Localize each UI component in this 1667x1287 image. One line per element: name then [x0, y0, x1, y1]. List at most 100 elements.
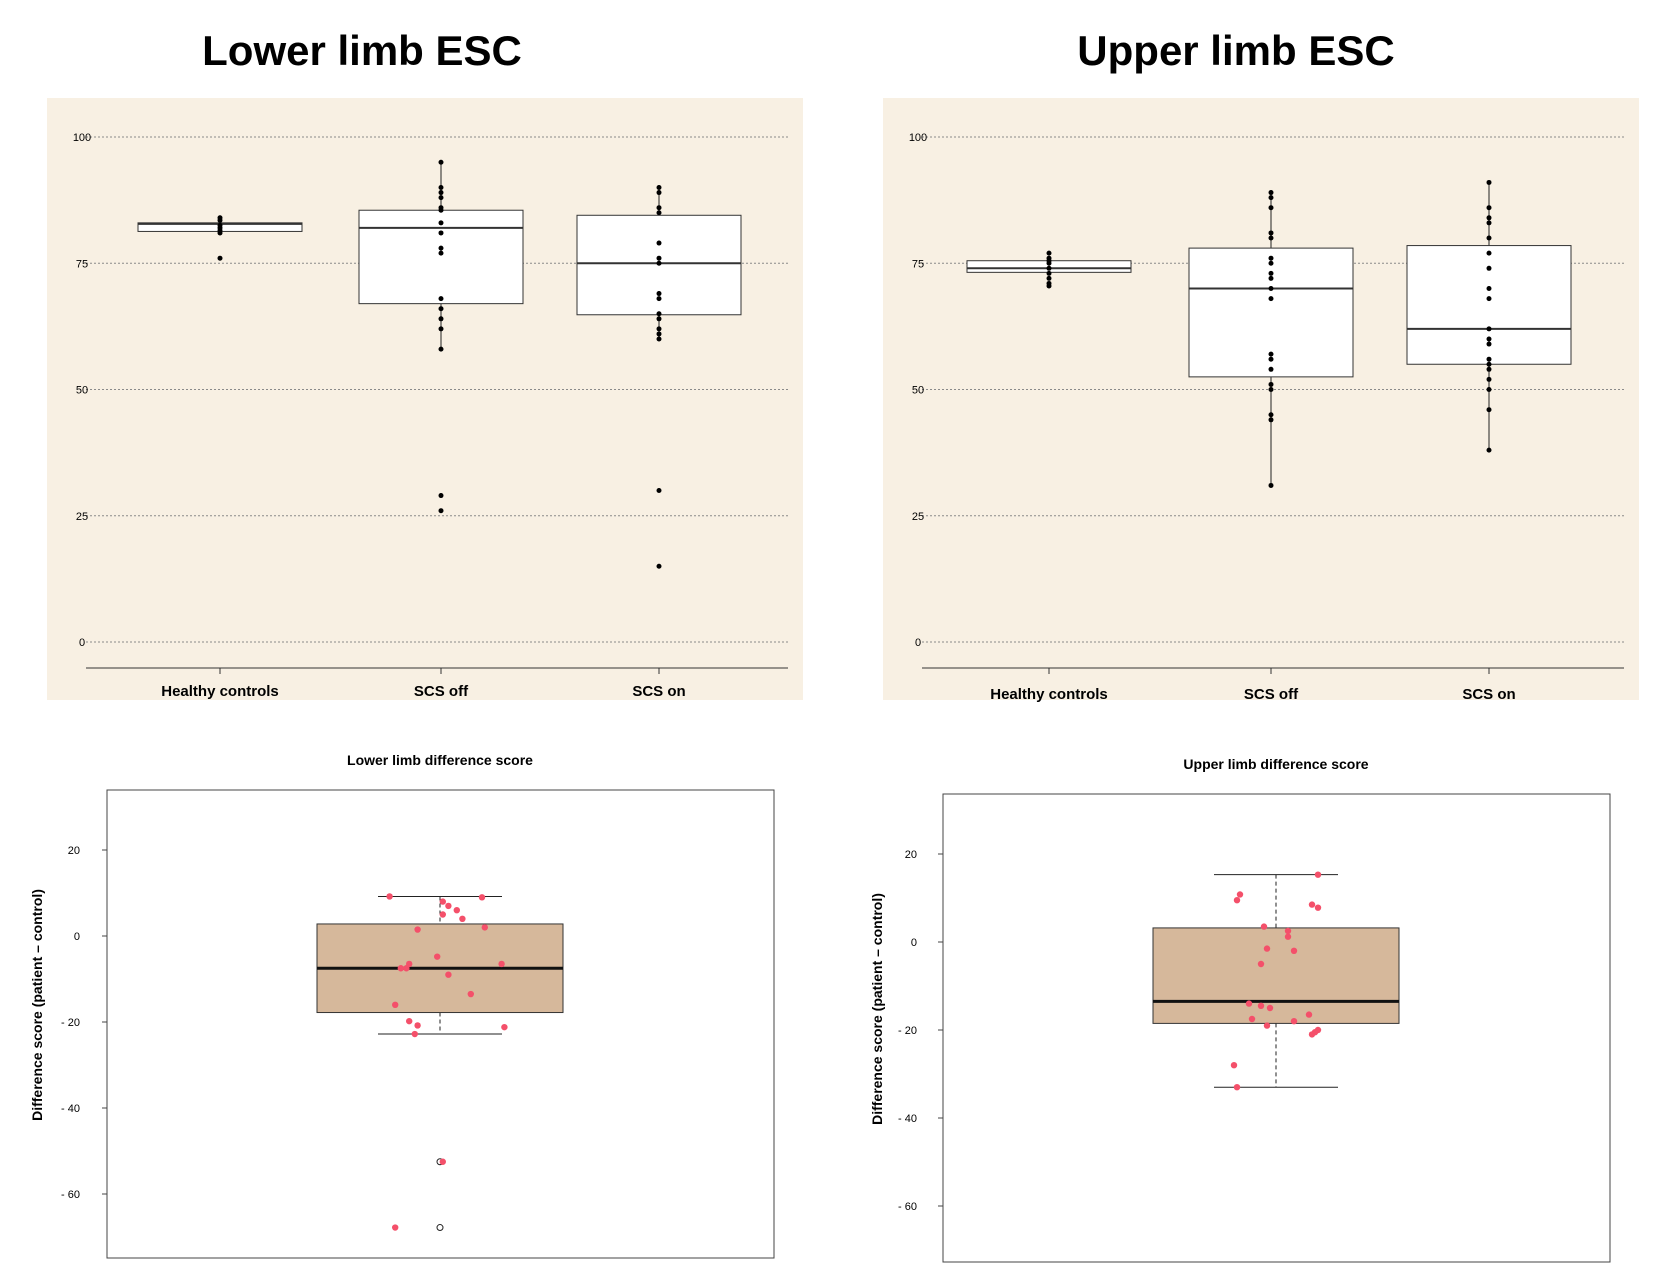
data-point: [656, 210, 662, 216]
y-tick-label: 100: [73, 132, 91, 144]
data-point: [1046, 283, 1052, 289]
data-point: [438, 245, 444, 251]
y-tick-label: 25: [76, 511, 88, 523]
data-point: [438, 326, 444, 332]
data-point: [1486, 215, 1492, 221]
data-point: [1233, 1084, 1241, 1091]
data-point: [1486, 341, 1492, 347]
data-point: [656, 331, 662, 337]
y-tick-label: 0: [74, 931, 80, 943]
data-point: [1486, 376, 1492, 382]
data-point: [1268, 205, 1274, 211]
data-point: [656, 316, 662, 322]
y-tick-label: - 40: [61, 1103, 80, 1115]
data-point: [438, 306, 444, 312]
box: [358, 209, 524, 305]
data-point: [1486, 326, 1492, 332]
data-point: [438, 207, 444, 213]
chart-title: Lower limb ESC: [202, 27, 522, 74]
data-point: [438, 195, 444, 201]
x-category-label: Healthy controls: [990, 686, 1108, 703]
data-point: [656, 260, 662, 266]
data-point: [1268, 387, 1274, 392]
data-point: [478, 894, 486, 901]
chart-title: Upper limb ESC: [1077, 27, 1394, 74]
data-point: [1308, 901, 1316, 908]
data-point: [439, 911, 446, 918]
data-point: [1486, 220, 1492, 226]
data-point: [1233, 897, 1241, 904]
data-point: [1268, 230, 1274, 236]
data-point: [656, 291, 662, 297]
y-tick-label: - 20: [61, 1017, 80, 1029]
data-point: [656, 326, 662, 332]
x-category-label: SCS on: [632, 683, 685, 700]
y-tick-label: 50: [912, 385, 924, 397]
data-point: [1268, 381, 1274, 387]
y-tick-label: - 60: [61, 1189, 80, 1201]
data-point: [439, 1158, 446, 1165]
data-point: [656, 311, 662, 317]
data-point: [656, 240, 662, 246]
data-point: [1268, 255, 1274, 261]
x-category-label: Healthy controls: [161, 683, 279, 700]
outlier-marker: [436, 1224, 444, 1232]
data-point: [481, 924, 488, 931]
data-point: [1284, 927, 1292, 935]
y-tick-label: 0: [79, 637, 85, 649]
data-point: [1268, 296, 1274, 302]
y-axis-label: Difference score (patient – control): [29, 889, 45, 1121]
data-point: [1486, 205, 1492, 211]
plot-frame: [106, 789, 775, 1259]
data-point: [656, 190, 662, 196]
data-point: [414, 1022, 421, 1029]
data-point: [414, 926, 421, 933]
data-point: [1486, 336, 1492, 342]
data-point: [1308, 1031, 1316, 1038]
data-point: [434, 953, 441, 960]
data-point: [445, 971, 452, 978]
data-point: [1268, 286, 1274, 291]
data-point: [656, 205, 662, 211]
upper-limb-difference-panel: Upper limb difference score 20 0 - 20 - 40 - …: [869, 756, 1611, 1263]
data-point: [1486, 356, 1492, 362]
data-point: [1268, 195, 1274, 201]
data-point: [1486, 407, 1492, 413]
data-point: [438, 230, 444, 236]
plot-frame: [942, 793, 1611, 1263]
data-point: [1268, 190, 1274, 196]
data-point: [1314, 871, 1322, 878]
data-point: [656, 488, 662, 493]
data-point: [1263, 1022, 1271, 1029]
y-tick-label: 75: [912, 258, 924, 270]
y-tick-label: 20: [68, 845, 80, 857]
data-point: [1268, 351, 1274, 357]
data-point: [1486, 361, 1492, 367]
data-point: [459, 915, 466, 922]
data-point: [1046, 250, 1052, 256]
y-tick-label: 0: [915, 637, 921, 649]
lower-limb-esc-panel: Lower limb ESC 0 25 50 75 100 Healthy controls…: [47, 27, 803, 700]
data-point: [1486, 387, 1492, 392]
data-point: [1245, 1000, 1253, 1007]
data-point: [1486, 235, 1492, 241]
data-point: [217, 230, 223, 236]
y-tick-label: 100: [909, 132, 927, 144]
data-point: [445, 902, 452, 910]
data-point: [1248, 1015, 1256, 1023]
y-tick-label: 0: [911, 937, 917, 949]
data-point: [438, 190, 444, 196]
plot-background: [47, 98, 803, 700]
data-point: [501, 1023, 508, 1031]
x-category-label: SCS off: [1244, 686, 1299, 703]
data-point: [438, 346, 444, 352]
data-point: [1486, 296, 1492, 302]
y-tick-label: 75: [76, 258, 88, 270]
data-point: [656, 336, 662, 342]
data-point: [1263, 945, 1271, 952]
data-point: [498, 960, 505, 968]
data-point: [403, 965, 410, 972]
data-point: [438, 250, 444, 256]
data-point: [1268, 275, 1274, 281]
data-point: [1268, 356, 1274, 362]
